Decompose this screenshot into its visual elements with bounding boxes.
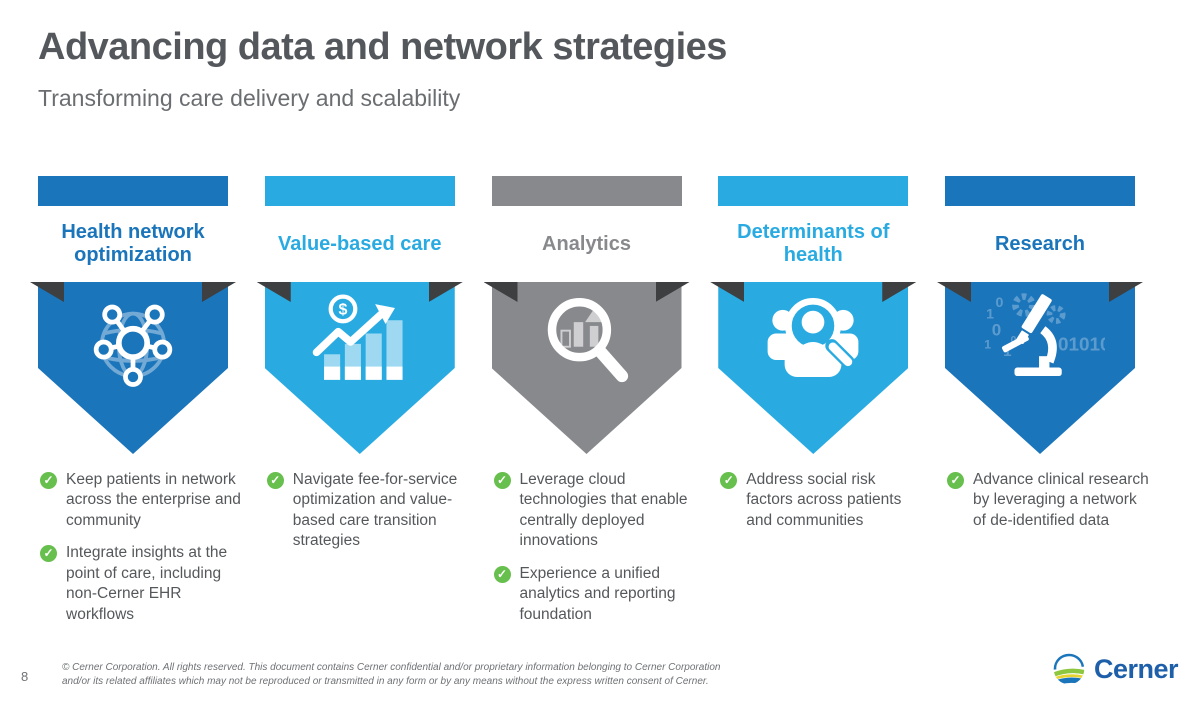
check-icon: ✓ xyxy=(493,472,511,489)
bullet-text: Advance clinical research by leveraging … xyxy=(973,471,1149,529)
microscope-icon: 1 0 0 1 1 0 01010 xyxy=(984,293,1105,377)
cerner-swirl-icon xyxy=(1053,653,1085,685)
list-item: ✓ Experience a unified analytics and rep… xyxy=(493,564,700,625)
footer-disclaimer: © Cerner Corporation. All rights reserve… xyxy=(62,661,762,689)
column-color-bar xyxy=(264,176,455,206)
column-analytics: Analytics ✓ xyxy=(483,176,690,637)
pennant-banner: $ xyxy=(256,282,463,454)
column-color-bar xyxy=(38,176,228,206)
column-title: Health network optimization xyxy=(61,221,205,266)
column-title: Determinants of health xyxy=(737,221,890,266)
check-icon: ✓ xyxy=(493,565,511,583)
column-determinants-of-health: Determinants of health xyxy=(710,176,917,637)
svg-text:1: 1 xyxy=(984,338,991,352)
check-icon: ✓ xyxy=(947,472,964,489)
pennant-banner xyxy=(710,282,917,454)
page-number: 8 xyxy=(21,669,29,684)
logo-wordmark: Cerner xyxy=(1093,653,1179,684)
bullet-list: ✓ Keep patients in network across the en… xyxy=(38,470,246,637)
svg-text:0: 0 xyxy=(992,320,1001,339)
network-globe-icon xyxy=(93,304,173,387)
footer-line-1: © Cerner Corporation. All rights reserve… xyxy=(62,662,721,673)
bullet-list: ✓ Navigate fee-for-service optimization … xyxy=(265,470,473,564)
bullet-list: ✓ Advance clinical research by leveragin… xyxy=(945,470,1153,543)
column-title: Value-based care xyxy=(278,232,442,255)
pennant-banner: 1 0 0 1 1 0 01010 xyxy=(937,282,1143,454)
bullet-text: Navigate fee-for-service optimization an… xyxy=(292,471,458,550)
svg-text:1: 1 xyxy=(1003,343,1011,360)
pennant-banner xyxy=(30,282,236,454)
page-subtitle: Transforming care delivery and scalabili… xyxy=(38,85,461,111)
column-title: Analytics xyxy=(542,232,631,255)
strategy-columns: Health network optimization xyxy=(30,176,1149,637)
svg-text:01010: 01010 xyxy=(1058,335,1105,356)
footer-line-2: and/or its related affiliates which may … xyxy=(62,676,709,687)
slide: Advancing data and network strategies Tr… xyxy=(0,26,1200,701)
list-item: ✓ Address social risk factors across pat… xyxy=(720,470,926,531)
list-item: ✓ Integrate insights at the point of car… xyxy=(40,543,246,625)
list-item: ✓ Advance clinical research by leveragin… xyxy=(947,470,1153,531)
bullet-text: Experience a unified analytics and repor… xyxy=(519,564,676,623)
column-research: Research 1 0 0 1 1 0 01010 xyxy=(937,176,1149,637)
column-color-bar xyxy=(718,176,909,206)
magnifier-chart-icon xyxy=(547,298,628,383)
cerner-logo: Cerner xyxy=(1051,651,1179,687)
bullet-list: ✓ Address social risk factors across pat… xyxy=(718,470,926,543)
svg-text:1: 1 xyxy=(986,306,994,322)
page-title: Advancing data and network strategies xyxy=(38,26,727,68)
pennant-banner xyxy=(483,282,690,454)
check-icon: ✓ xyxy=(40,545,57,563)
bullet-text: Address social risk factors across patie… xyxy=(746,471,902,529)
growth-chart-icon: $ xyxy=(312,294,403,380)
bullet-text: Integrate insights at the point of care,… xyxy=(66,544,228,623)
list-item: ✓ Navigate fee-for-service optimization … xyxy=(266,470,473,552)
check-icon: ✓ xyxy=(40,472,57,489)
bullet-list: ✓ Leverage cloud technologies that enabl… xyxy=(492,470,700,637)
column-value-based-care: Value-based care xyxy=(256,176,463,637)
svg-text:0: 0 xyxy=(996,295,1004,311)
list-item: ✓ Keep patients in network across the en… xyxy=(40,470,246,531)
people-magnifier-icon xyxy=(767,298,859,377)
column-health-network-optimization: Health network optimization xyxy=(30,176,241,637)
column-color-bar xyxy=(491,176,682,206)
svg-text:0: 0 xyxy=(1011,335,1017,346)
svg-text:$: $ xyxy=(338,301,347,319)
list-item: ✓ Leverage cloud technologies that enabl… xyxy=(493,470,700,552)
check-icon: ✓ xyxy=(720,472,738,489)
bullet-text: Keep patients in network across the ente… xyxy=(66,471,241,529)
column-color-bar xyxy=(945,176,1135,206)
column-title: Research xyxy=(994,232,1086,255)
bullet-text: Leverage cloud technologies that enable … xyxy=(519,471,688,550)
check-icon: ✓ xyxy=(266,472,284,489)
